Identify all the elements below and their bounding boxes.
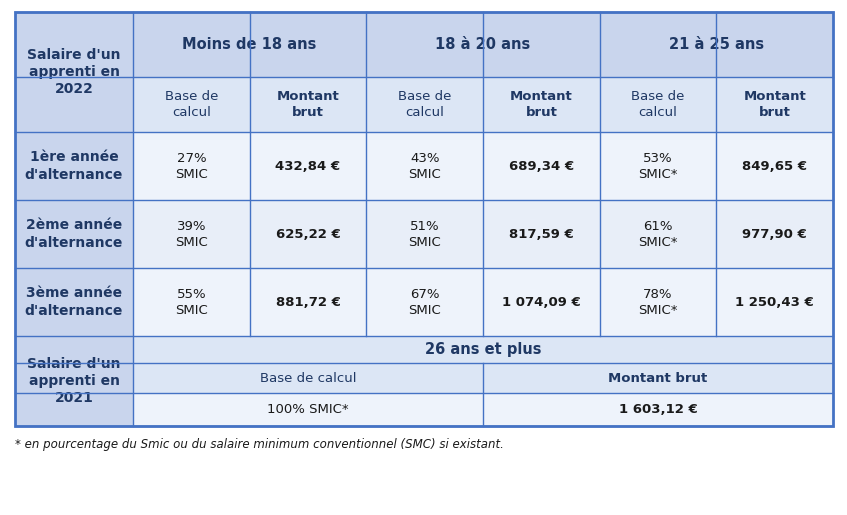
Text: 21 à 25 ans: 21 à 25 ans [669, 37, 764, 52]
Bar [367, 200, 483, 268]
Text: 100% SMIC*: 100% SMIC* [267, 403, 349, 416]
Bar [483, 77, 600, 132]
Bar [600, 268, 717, 336]
Text: 67%
SMIC: 67% SMIC [408, 287, 441, 317]
Bar [717, 77, 833, 132]
Bar [15, 12, 133, 132]
Bar [483, 268, 600, 336]
Bar [717, 200, 833, 268]
Text: Base de
calcul: Base de calcul [631, 90, 684, 119]
Bar [133, 393, 483, 426]
Text: 39%
SMIC: 39% SMIC [175, 219, 208, 249]
Bar [483, 393, 833, 426]
Bar [133, 363, 483, 393]
Text: 18 à 20 ans: 18 à 20 ans [435, 37, 530, 52]
Bar [133, 268, 250, 336]
Text: 3ème année
d'alternance: 3ème année d'alternance [25, 286, 123, 318]
Text: * en pourcentage du Smic ou du salaire minimum conventionnel (SMC) si existant.: * en pourcentage du Smic ou du salaire m… [15, 438, 504, 451]
Text: 689,34 €: 689,34 € [509, 160, 574, 173]
Text: Base de
calcul: Base de calcul [398, 90, 451, 119]
Text: 977,90 €: 977,90 € [742, 228, 807, 241]
Bar [483, 200, 600, 268]
Text: 1 250,43 €: 1 250,43 € [735, 296, 814, 308]
Text: Base de calcul: Base de calcul [260, 371, 357, 385]
Bar [15, 200, 133, 268]
Text: Base de
calcul: Base de calcul [164, 90, 218, 119]
Bar [600, 12, 833, 77]
Text: 26 ans et plus: 26 ans et plus [424, 342, 541, 357]
Text: 817,59 €: 817,59 € [509, 228, 573, 241]
Text: 625,22 €: 625,22 € [275, 228, 340, 241]
Bar [600, 200, 717, 268]
Bar [600, 132, 717, 200]
Bar [250, 77, 367, 132]
Text: 61%
SMIC*: 61% SMIC* [639, 219, 678, 249]
Text: 43%
SMIC: 43% SMIC [408, 151, 441, 180]
Bar [367, 12, 600, 77]
Bar [367, 268, 483, 336]
Text: Salaire d'un
apprenti en
2022: Salaire d'un apprenti en 2022 [27, 48, 121, 96]
Bar [600, 77, 717, 132]
Text: Montant
brut: Montant brut [510, 90, 573, 119]
Bar [250, 200, 367, 268]
Text: Montant
brut: Montant brut [744, 90, 806, 119]
Text: Salaire d'un
apprenti en
2021: Salaire d'un apprenti en 2021 [27, 357, 121, 405]
Text: 1ère année
d'alternance: 1ère année d'alternance [25, 150, 123, 182]
Text: 78%
SMIC*: 78% SMIC* [639, 287, 678, 317]
Text: 2ème année
d'alternance: 2ème année d'alternance [25, 218, 123, 250]
Bar [15, 268, 133, 336]
Text: 55%
SMIC: 55% SMIC [175, 287, 208, 317]
Text: 881,72 €: 881,72 € [275, 296, 340, 308]
Text: 432,84 €: 432,84 € [275, 160, 340, 173]
Text: 51%
SMIC: 51% SMIC [408, 219, 441, 249]
Bar [367, 132, 483, 200]
Text: 27%
SMIC: 27% SMIC [175, 151, 208, 180]
Bar [250, 268, 367, 336]
Text: 1 603,12 €: 1 603,12 € [618, 403, 697, 416]
Text: Montant
brut: Montant brut [277, 90, 340, 119]
Bar [717, 132, 833, 200]
Bar [15, 132, 133, 200]
Bar [133, 12, 367, 77]
Bar [367, 77, 483, 132]
Bar [717, 268, 833, 336]
Text: 849,65 €: 849,65 € [742, 160, 807, 173]
Bar [483, 363, 833, 393]
Bar [15, 12, 833, 426]
Bar [250, 132, 367, 200]
Text: 1 074,09 €: 1 074,09 € [502, 296, 581, 308]
Bar [133, 200, 250, 268]
Text: Montant brut: Montant brut [608, 371, 707, 385]
Text: 53%
SMIC*: 53% SMIC* [639, 151, 678, 180]
Bar [483, 132, 600, 200]
Text: Moins de 18 ans: Moins de 18 ans [182, 37, 317, 52]
Bar [133, 336, 833, 363]
Bar [133, 132, 250, 200]
Bar [133, 77, 250, 132]
Bar [15, 336, 133, 426]
